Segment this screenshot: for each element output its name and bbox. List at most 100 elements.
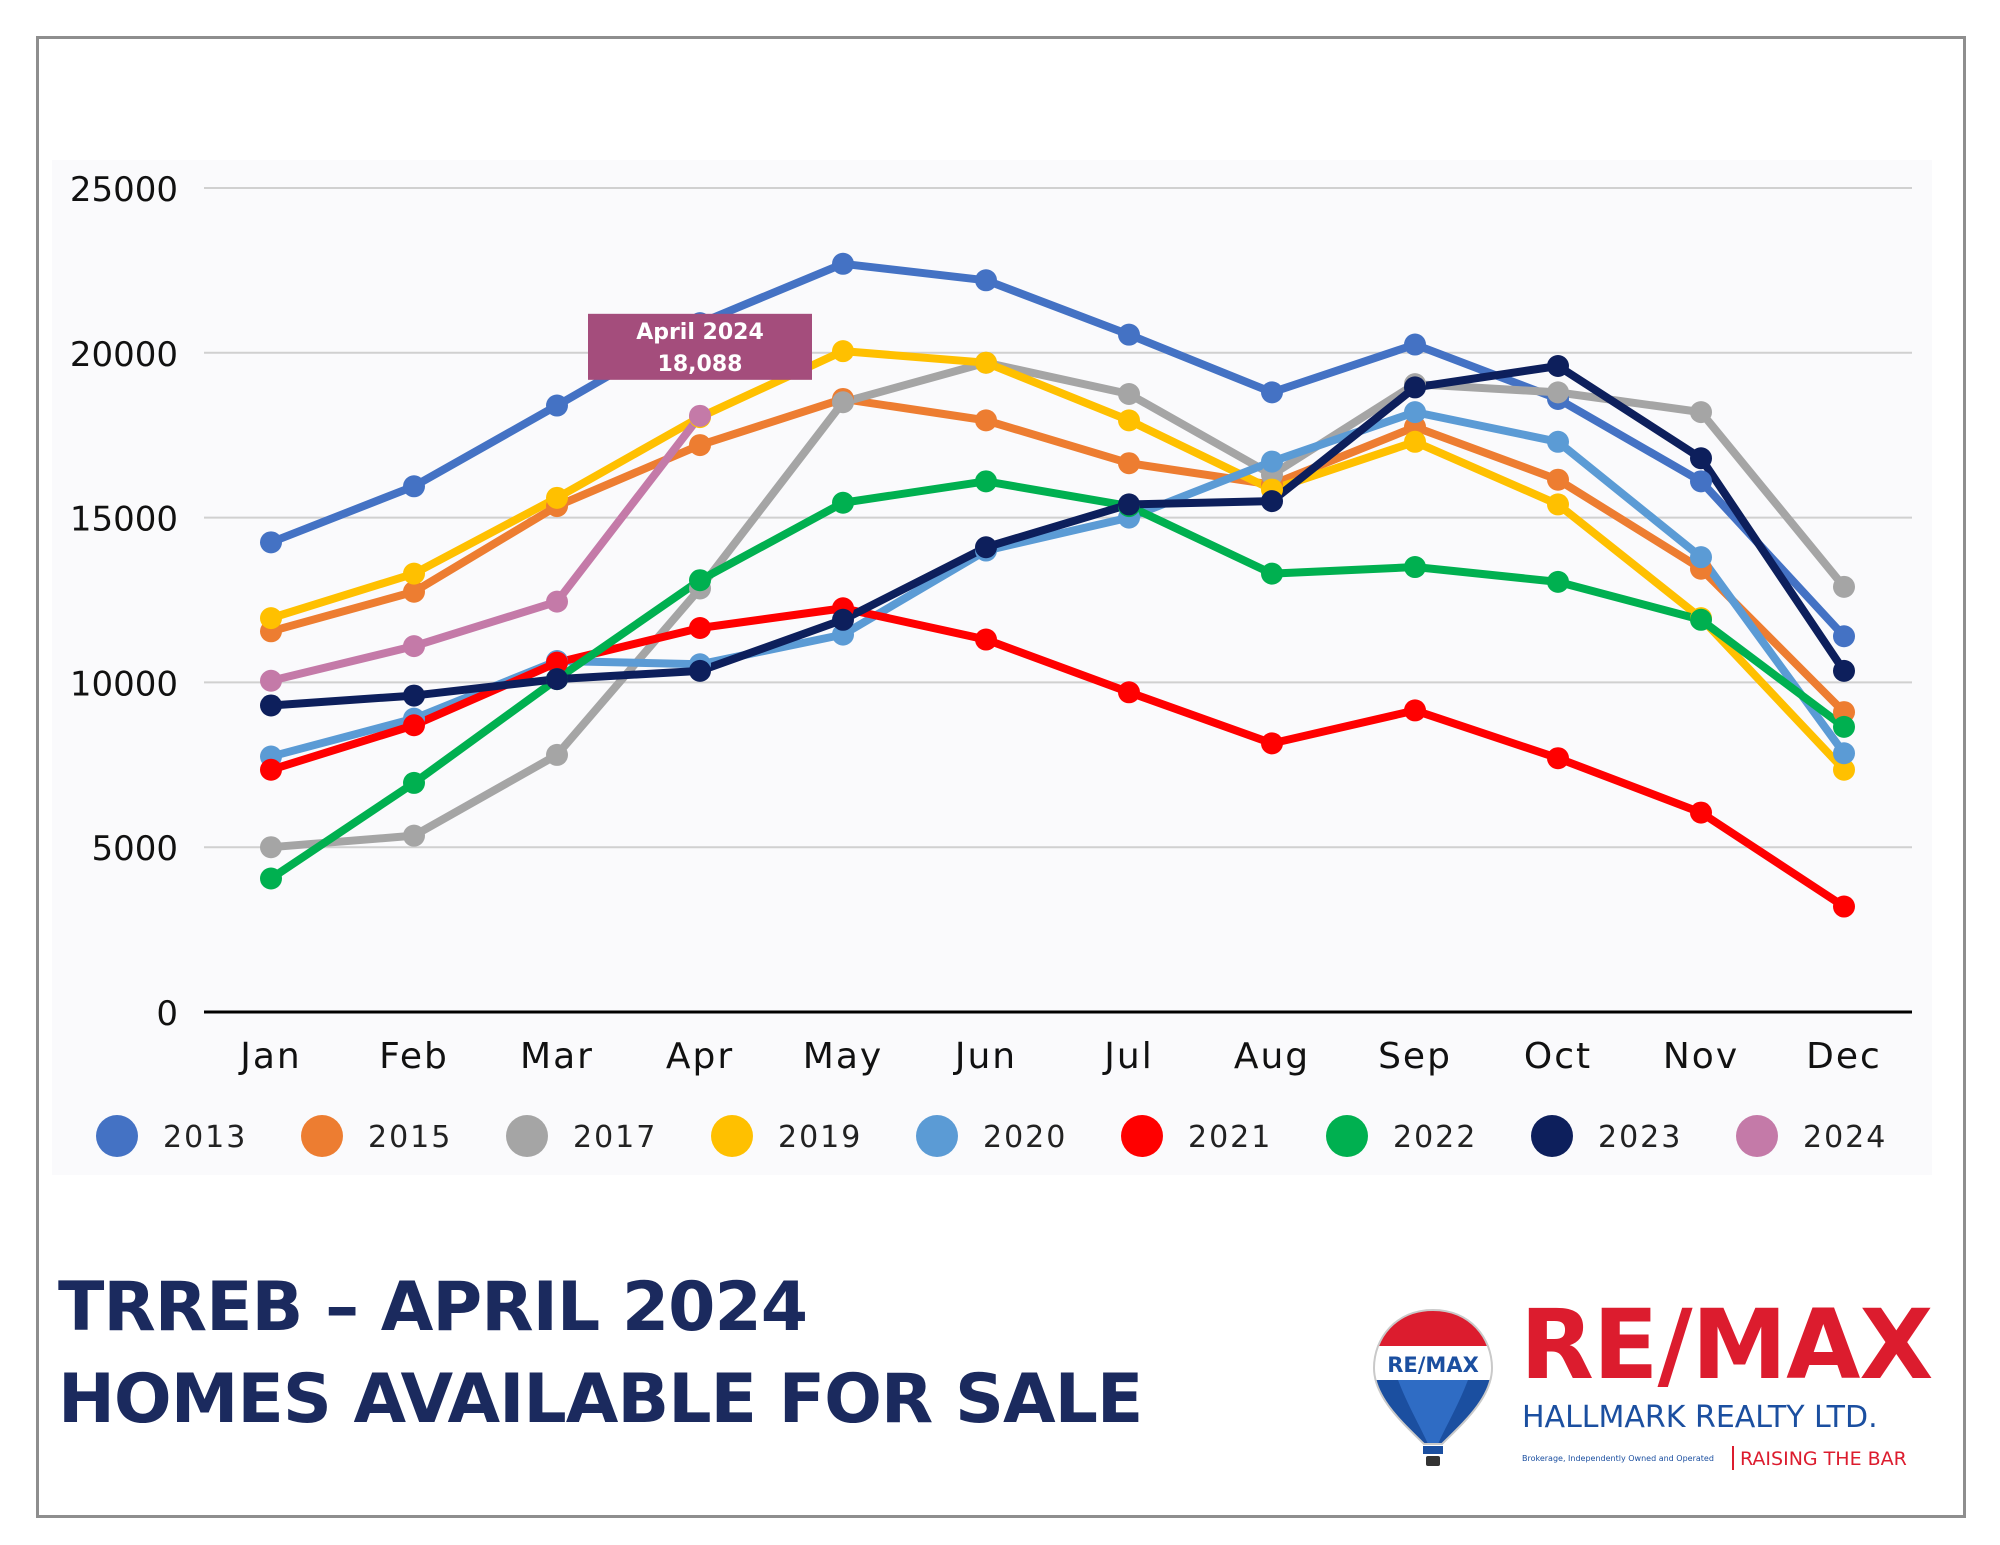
- logo-fine-print: Brokerage, Independently Owned and Opera…: [1522, 1454, 1714, 1463]
- data-point-2013: [260, 531, 282, 554]
- legend-label-2022: 2022: [1393, 1120, 1477, 1155]
- y-tick-label: 20000: [70, 335, 178, 375]
- data-point-2024: [260, 669, 282, 692]
- data-point-2013: [1690, 470, 1712, 493]
- logo-divider: [1732, 1446, 1734, 1470]
- data-point-2023: [975, 536, 997, 559]
- x-tick-label: Jun: [953, 1036, 1017, 1077]
- remax-logo: RE/MAX RE/MAX HALLMARK REALTY LTD. Broke…: [1360, 1290, 1933, 1480]
- data-point-2019: [546, 486, 568, 509]
- data-point-2017: [546, 743, 568, 766]
- data-point-2020: [1261, 450, 1283, 473]
- data-point-2022: [403, 771, 425, 794]
- data-point-2022: [1690, 608, 1712, 631]
- data-point-2017: [1833, 575, 1855, 598]
- logo-tagline: RAISING THE BAR: [1740, 1448, 1907, 1470]
- y-tick-label: 10000: [70, 664, 178, 704]
- data-point-2023: [1690, 447, 1712, 470]
- series-line-2017: [267, 358, 1848, 852]
- x-tick-label: Sep: [1378, 1036, 1452, 1077]
- data-point-2021: [1547, 747, 1569, 770]
- data-point-2023: [403, 684, 425, 707]
- data-point-2015: [689, 434, 711, 457]
- legend-label-2013: 2013: [163, 1120, 247, 1155]
- data-point-2021: [546, 651, 568, 674]
- data-point-2023: [1547, 354, 1569, 377]
- data-point-2022: [1404, 556, 1426, 579]
- data-point-2017: [1547, 381, 1569, 404]
- data-point-2024: [689, 404, 711, 427]
- data-point-2019: [403, 562, 425, 585]
- data-point-2024: [546, 590, 568, 613]
- x-tick-label: Aug: [1234, 1036, 1310, 1077]
- data-point-2023: [689, 659, 711, 682]
- data-point-2022: [832, 491, 854, 514]
- data-point-2015: [1547, 468, 1569, 491]
- chart-panel: 0 5000 10000 15000 20000 25000 Jan Feb Mar Apr Ma…: [52, 160, 1932, 1175]
- data-point-2019: [1118, 409, 1140, 432]
- y-tick-label: 5000: [91, 829, 178, 869]
- data-point-2023: [1261, 490, 1283, 513]
- data-point-2020: [1547, 430, 1569, 453]
- legend-marker-2015: [301, 1115, 343, 1157]
- data-point-2021: [975, 628, 997, 651]
- series-line-2023: [267, 361, 1848, 710]
- logo-wordmark: RE/MAX: [1520, 1289, 1933, 1401]
- data-point-2017: [1690, 401, 1712, 424]
- series-line-2022: [267, 477, 1848, 883]
- data-point-2022: [1261, 562, 1283, 585]
- legend-marker-2019: [711, 1115, 753, 1157]
- data-point-2023: [546, 668, 568, 691]
- data-point-2015: [403, 580, 425, 603]
- data-point-2019: [1833, 758, 1855, 781]
- line-chart: 0 5000 10000 15000 20000 25000 Jan Feb Mar Apr Ma…: [70, 170, 1912, 1157]
- data-point-2019: [975, 351, 997, 374]
- series-line-2019: [267, 347, 1848, 774]
- data-point-2017: [403, 824, 425, 847]
- legend-label-2023: 2023: [1598, 1120, 1682, 1155]
- logo-office-name: HALLMARK REALTY LTD.: [1522, 1400, 1878, 1435]
- data-point-2021: [260, 758, 282, 781]
- data-point-2021: [1261, 732, 1283, 755]
- data-point-2013: [403, 475, 425, 498]
- x-tick-label: Jul: [1102, 1036, 1153, 1077]
- data-point-2017: [1118, 383, 1140, 405]
- y-tick-label: 15000: [70, 500, 178, 540]
- data-point-2021: [1118, 681, 1140, 704]
- data-point-2020: [1690, 546, 1712, 569]
- data-point-2015: [975, 409, 997, 432]
- data-point-2013: [1404, 333, 1426, 356]
- y-tick-label: 25000: [70, 170, 178, 210]
- x-tick-label: Dec: [1806, 1036, 1882, 1077]
- x-tick-label: Oct: [1524, 1036, 1592, 1077]
- legend-marker-2022: [1326, 1115, 1368, 1157]
- series-line-2024: [267, 411, 704, 685]
- data-point-2022: [975, 470, 997, 493]
- data-point-2013: [975, 269, 997, 292]
- data-point-2013: [1118, 323, 1140, 346]
- page-title: TRREB – APRIL 2024 HOMES AVAILABLE FOR S…: [58, 1262, 1143, 1446]
- y-tick-label: 0: [156, 994, 178, 1034]
- data-point-2023: [832, 608, 854, 631]
- data-point-2024: [403, 635, 425, 658]
- x-tick-label: Feb: [379, 1036, 449, 1077]
- data-point-2017: [832, 391, 854, 414]
- data-point-2019: [832, 340, 854, 363]
- data-point-2013: [1261, 381, 1283, 404]
- x-tick-label: Apr: [666, 1036, 734, 1077]
- data-point-2017: [260, 836, 282, 859]
- legend-label-2020: 2020: [983, 1120, 1067, 1155]
- data-point-2019: [1547, 493, 1569, 516]
- legend-marker-2020: [916, 1115, 958, 1157]
- x-tick-label: Jan: [238, 1036, 302, 1077]
- data-point-2022: [1547, 570, 1569, 593]
- data-point-2021: [1833, 895, 1855, 918]
- legend-marker-2024: [1736, 1115, 1778, 1157]
- data-point-2013: [832, 252, 854, 275]
- series-line-2021: [267, 604, 1848, 911]
- legend-label-2019: 2019: [778, 1120, 862, 1155]
- series-line-2013: [267, 259, 1848, 641]
- series-line-2020: [267, 408, 1848, 761]
- x-tick-label: May: [803, 1036, 883, 1077]
- data-point-2021: [403, 714, 425, 737]
